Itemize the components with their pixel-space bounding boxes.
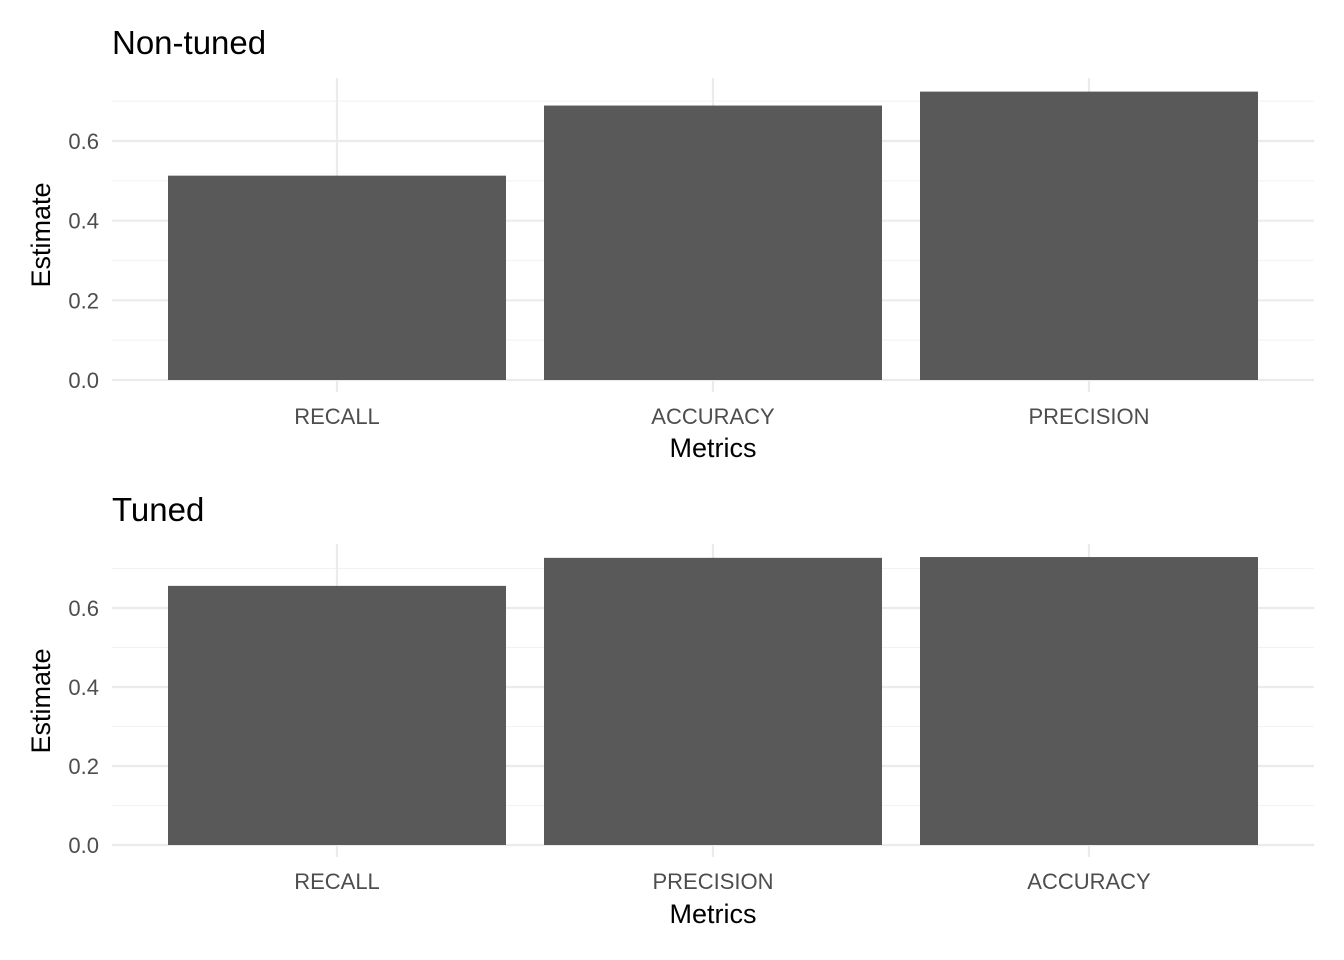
bar-precision [544,557,882,845]
x-tick-label: PRECISION [652,869,773,894]
x-axis-title: Metrics [670,433,757,463]
y-tick-label: 0.6 [68,596,99,621]
panel-title: Tuned [112,491,204,528]
y-axis-title: Estimate [26,648,56,753]
y-tick-label: 0.6 [68,129,99,154]
x-tick-label: ACCURACY [651,404,775,429]
bars [168,557,1258,845]
x-tick-label: ACCURACY [1027,869,1151,894]
y-tick-labels: 0.0 0.2 0.4 0.6 [68,596,99,858]
panel-tuned: Tuned 0.0 0.2 0.4 0.6 RECALL PRECISION ACCURA… [26,491,1314,929]
x-tick-label: PRECISION [1028,404,1149,429]
x-axis-title: Metrics [670,899,757,929]
bar-precision [920,91,1258,381]
bar-accuracy [920,557,1258,845]
x-tick-label: RECALL [294,404,380,429]
x-tick-label: RECALL [294,869,380,894]
panel-title: Non-tuned [112,24,266,61]
bar-recall [168,175,506,380]
bars [168,91,1258,381]
y-tick-label: 0.2 [68,754,99,779]
bar-accuracy [544,105,882,380]
y-tick-label: 0.2 [68,288,99,313]
panel-non-tuned: Non-tuned 0.0 0.2 0.4 0.6 RECALL ACCURACY PRE… [26,24,1314,463]
x-tick-labels: RECALL PRECISION ACCURACY [294,869,1151,894]
y-tick-label: 0.4 [68,209,99,234]
y-tick-label: 0.4 [68,675,99,700]
y-axis-title: Estimate [26,182,56,287]
x-tick-labels: RECALL ACCURACY PRECISION [294,404,1149,429]
bar-recall [168,585,506,845]
y-tick-label: 0.0 [68,368,99,393]
y-tick-labels: 0.0 0.2 0.4 0.6 [68,129,99,393]
y-tick-label: 0.0 [68,833,99,858]
